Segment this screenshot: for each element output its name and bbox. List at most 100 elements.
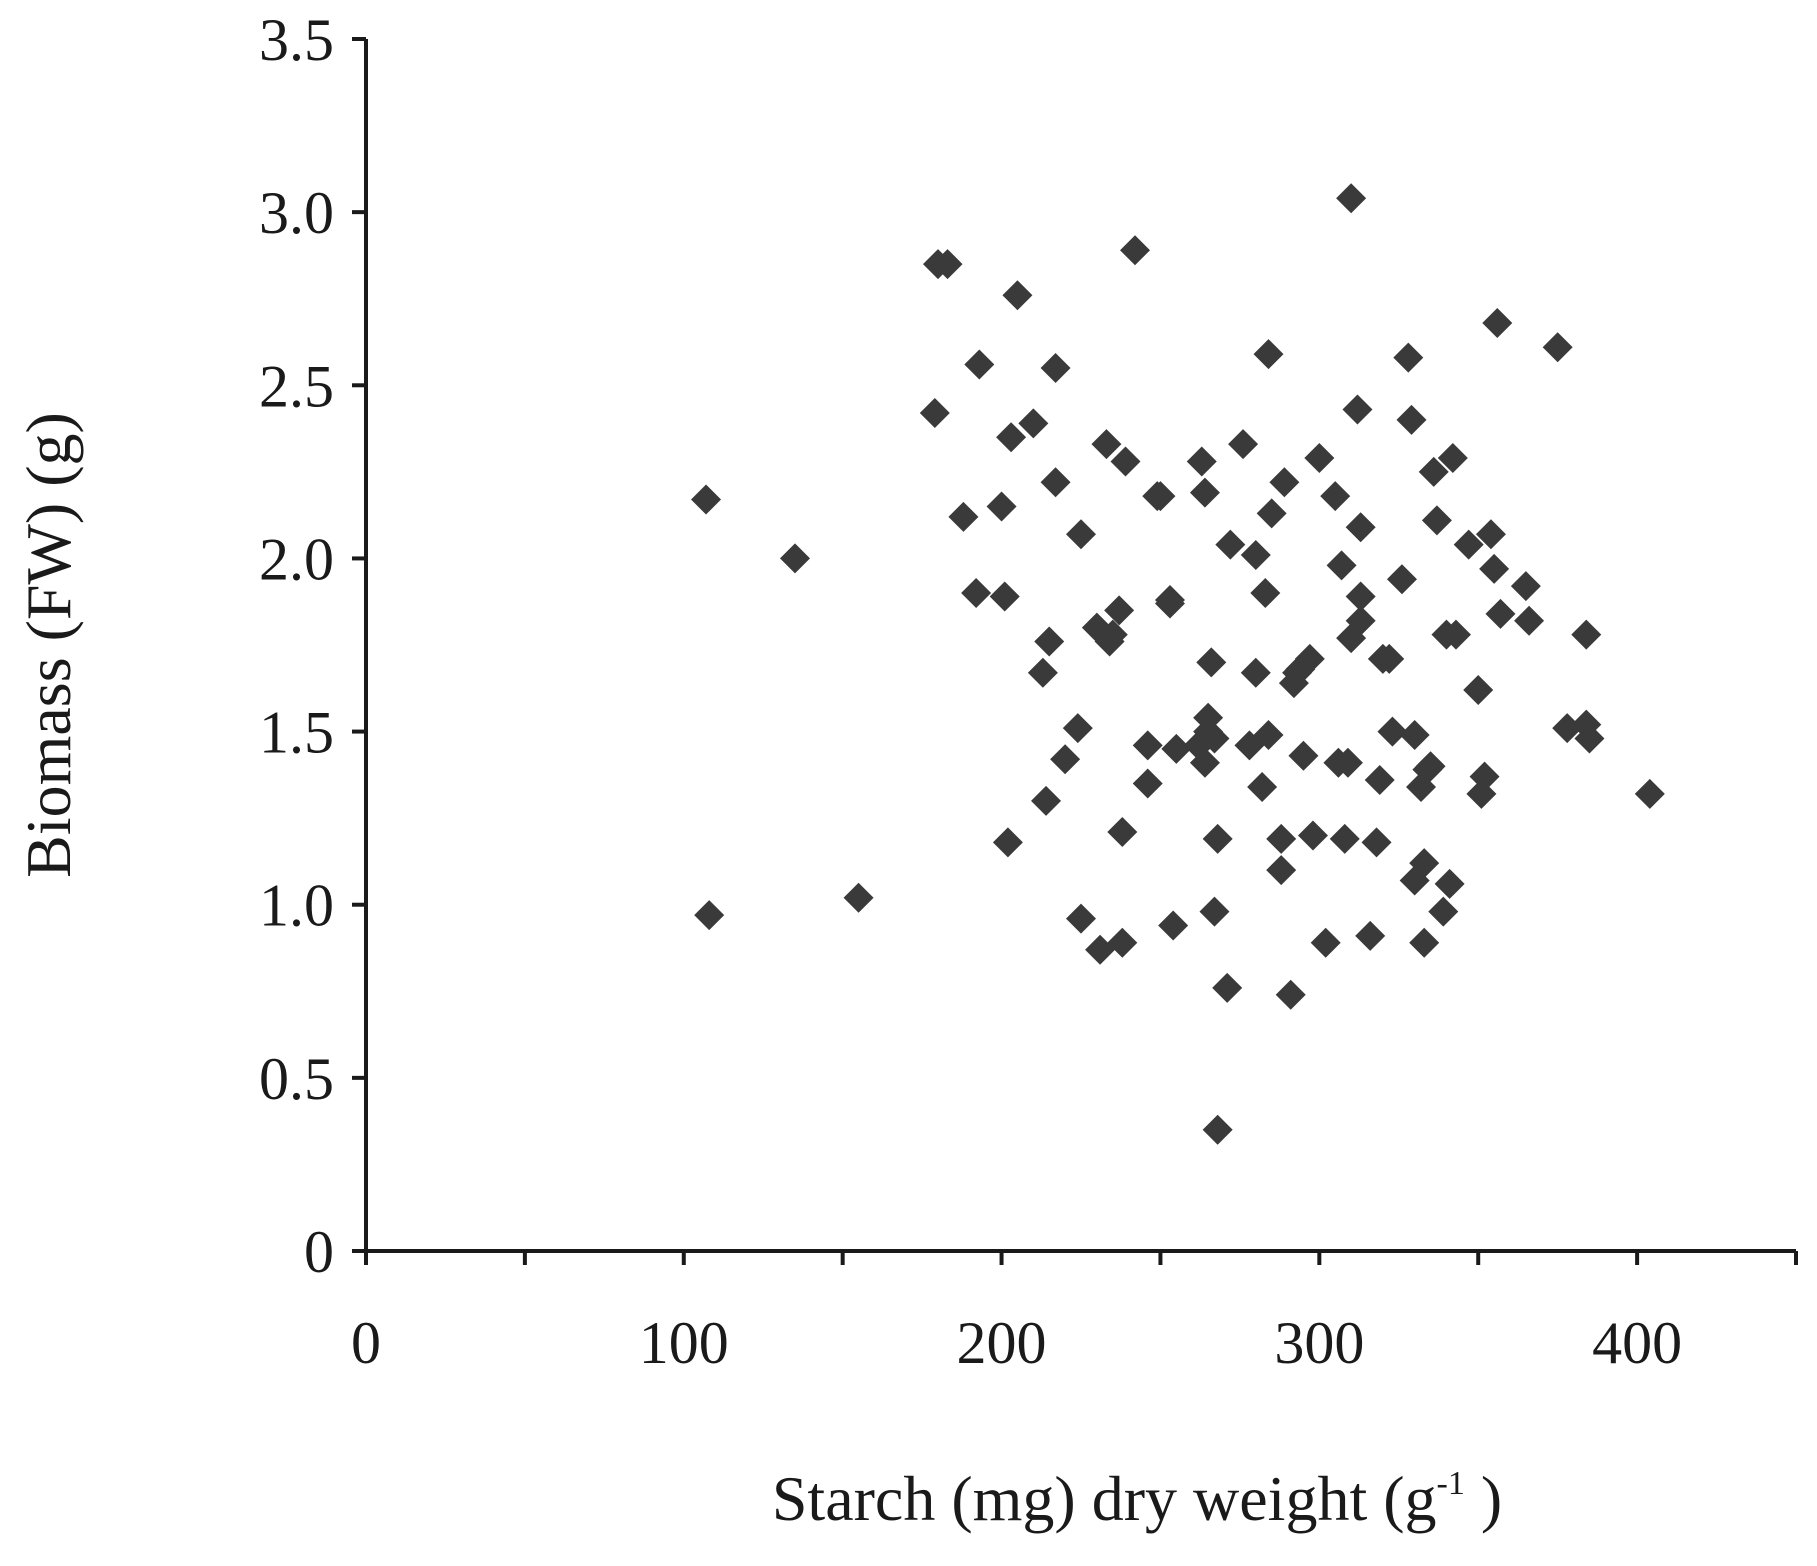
y-tick-label: 0.5 [259, 1046, 334, 1112]
data-point [996, 422, 1027, 453]
data-point [1542, 332, 1573, 363]
data-point [1453, 529, 1484, 560]
data-point [1332, 747, 1363, 778]
data-point [1294, 643, 1325, 674]
x-tick-label: 0 [351, 1310, 381, 1376]
data-point [1479, 553, 1510, 584]
data-point [1253, 720, 1284, 751]
data-point [1202, 823, 1233, 854]
data-point [1091, 429, 1122, 460]
data-point [1196, 647, 1227, 678]
data-point [1552, 713, 1583, 744]
data-point [1482, 307, 1513, 338]
data-point [1256, 498, 1287, 529]
data-point [1034, 626, 1065, 657]
data-point [1240, 657, 1271, 688]
y-tick-label: 1.5 [259, 700, 334, 766]
x-tick-label: 300 [1274, 1310, 1364, 1376]
data-point [1186, 446, 1217, 477]
x-axis-title-superscript: -1 [1437, 1465, 1465, 1502]
data-point [1418, 456, 1449, 487]
data-point [1253, 339, 1284, 370]
data-point [1066, 519, 1096, 550]
data-point [1297, 820, 1328, 851]
data-point [1132, 768, 1163, 799]
data-point [1154, 584, 1185, 615]
data-point [1320, 481, 1351, 512]
data-point [1199, 896, 1230, 927]
data-point [1364, 765, 1395, 796]
data-point [1345, 512, 1376, 543]
data-point [1107, 816, 1138, 847]
data-point [1428, 896, 1459, 927]
data-point [1409, 927, 1440, 958]
y-tick-label: 1.0 [259, 873, 334, 939]
data-point [1002, 280, 1033, 311]
data-point [1310, 927, 1341, 958]
data-point [1250, 578, 1281, 609]
x-axis-title-tail: ) [1465, 1463, 1502, 1534]
data-point [1409, 848, 1440, 879]
data-point [1018, 408, 1049, 439]
data-point [1228, 429, 1259, 460]
data-point [1066, 903, 1096, 934]
data-point [1085, 934, 1116, 965]
data-point [1212, 972, 1243, 1003]
data-point [1329, 823, 1360, 854]
tick-marks [352, 37, 1798, 1265]
data-point [932, 249, 963, 280]
data-point [1097, 619, 1128, 650]
data-point [1199, 723, 1230, 754]
data-point [1304, 443, 1335, 474]
data-point [1110, 446, 1141, 477]
data-point [1031, 785, 1062, 816]
data-point [1475, 519, 1506, 550]
data-point [1027, 657, 1058, 688]
data-point [1345, 581, 1376, 612]
data-point [1415, 751, 1446, 782]
data-point [1269, 467, 1300, 498]
data-point [1145, 481, 1176, 512]
data-point [1288, 740, 1319, 771]
y-axis-title: Biomass (FW) (g) [13, 412, 84, 878]
data-point [1336, 183, 1367, 214]
data-point [1132, 730, 1163, 761]
data-point [1374, 643, 1405, 674]
data-point [1571, 619, 1602, 650]
data-point [1437, 443, 1468, 474]
data-point [1421, 505, 1452, 536]
data-point [1247, 771, 1278, 802]
data-point [1050, 744, 1081, 775]
data-point [1326, 550, 1357, 581]
y-tick-label: 3.0 [259, 180, 334, 246]
data-point [1202, 1114, 1233, 1145]
data-point [691, 484, 722, 515]
x-tick-label: 100 [639, 1310, 729, 1376]
data-point [1062, 713, 1093, 744]
data-point [1469, 761, 1500, 792]
axes [364, 39, 1796, 1253]
data-point [1161, 733, 1192, 764]
data-point [843, 882, 874, 913]
data-point [961, 578, 992, 609]
y-tick-label: 0 [304, 1219, 334, 1285]
data-point [1399, 720, 1430, 751]
data-point [964, 349, 995, 380]
data-point [1120, 235, 1151, 266]
data-point [1393, 342, 1424, 373]
data-point [1463, 675, 1494, 706]
data-point [948, 501, 979, 532]
data-point [989, 581, 1020, 612]
data-point [780, 543, 810, 574]
data-point [992, 827, 1023, 858]
data-point [1040, 352, 1071, 383]
data-point [986, 491, 1017, 522]
data-point [1240, 539, 1271, 570]
data-point [1158, 910, 1189, 941]
data-point [1510, 571, 1541, 602]
data-point [1386, 564, 1417, 595]
x-axis-title-main: Starch (mg) dry weight (g [772, 1463, 1437, 1534]
data-point [1189, 477, 1220, 508]
